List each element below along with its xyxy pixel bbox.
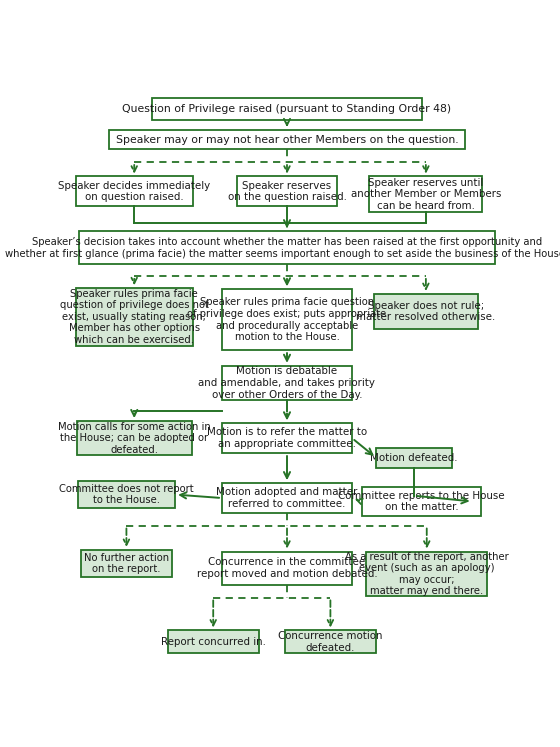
- Text: Motion calls for some action in
the House; can be adopted or
defeated.: Motion calls for some action in the Hous…: [58, 421, 211, 455]
- Text: Speaker reserves
on the question raised.: Speaker reserves on the question raised.: [227, 181, 347, 202]
- FancyBboxPatch shape: [109, 130, 465, 149]
- Text: Report concurred in.: Report concurred in.: [161, 637, 265, 647]
- FancyBboxPatch shape: [77, 421, 192, 456]
- Text: No further action
on the report.: No further action on the report.: [84, 553, 169, 574]
- Text: Speaker rules prima facie question
of privilege does exist; puts appropriate
and: Speaker rules prima facie question of pr…: [188, 297, 386, 342]
- FancyBboxPatch shape: [78, 231, 495, 264]
- FancyBboxPatch shape: [78, 481, 175, 509]
- Text: Speaker may or may not hear other Members on the question.: Speaker may or may not hear other Member…: [116, 134, 458, 145]
- Text: Question of Privilege raised (pursuant to Standing Order 48): Question of Privilege raised (pursuant t…: [123, 104, 451, 114]
- Text: Speaker’s decision takes into account whether the matter has been raised at the : Speaker’s decision takes into account wh…: [6, 237, 560, 258]
- Text: Motion adopted and matter
referred to committee.: Motion adopted and matter referred to co…: [216, 487, 358, 509]
- Text: Concurrence motion
defeated.: Concurrence motion defeated.: [278, 631, 382, 653]
- Text: Motion is to refer the matter to
an appropriate committee.: Motion is to refer the matter to an appr…: [207, 427, 367, 449]
- Text: Committee reports to the House
on the matter.: Committee reports to the House on the ma…: [338, 491, 505, 512]
- Text: Speaker rules prima facie
question of privilege does not
exist, usually stating : Speaker rules prima facie question of pr…: [60, 288, 209, 345]
- FancyBboxPatch shape: [81, 550, 172, 577]
- FancyBboxPatch shape: [370, 176, 482, 212]
- Text: Committee does not report
to the House.: Committee does not report to the House.: [59, 484, 194, 506]
- Text: Concurrence in the committee
report moved and motion debated.: Concurrence in the committee report move…: [197, 557, 377, 579]
- FancyBboxPatch shape: [222, 289, 352, 350]
- Text: Speaker reserves until
another Member or Members
can be heard from.: Speaker reserves until another Member or…: [351, 178, 501, 211]
- FancyBboxPatch shape: [222, 366, 352, 400]
- Text: Motion is debatable
and amendable, and takes priority
over other Orders of the D: Motion is debatable and amendable, and t…: [198, 366, 376, 400]
- FancyBboxPatch shape: [222, 483, 352, 513]
- FancyBboxPatch shape: [285, 630, 376, 654]
- Text: Motion defeated.: Motion defeated.: [370, 453, 458, 462]
- FancyBboxPatch shape: [362, 486, 481, 516]
- FancyBboxPatch shape: [222, 551, 352, 585]
- FancyBboxPatch shape: [376, 448, 452, 468]
- FancyBboxPatch shape: [237, 176, 337, 206]
- Text: As a result of the report, another
event (such as an apology)
may occur;
matter : As a result of the report, another event…: [345, 551, 508, 596]
- Text: Speaker decides immediately
on question raised.: Speaker decides immediately on question …: [58, 181, 211, 202]
- FancyBboxPatch shape: [76, 176, 193, 206]
- FancyBboxPatch shape: [152, 99, 422, 120]
- FancyBboxPatch shape: [374, 294, 478, 329]
- FancyBboxPatch shape: [76, 288, 193, 346]
- Text: Speaker does not rule;
matter resolved otherwise.: Speaker does not rule; matter resolved o…: [356, 301, 496, 323]
- FancyBboxPatch shape: [167, 630, 259, 654]
- FancyBboxPatch shape: [366, 551, 487, 596]
- FancyBboxPatch shape: [222, 424, 352, 453]
